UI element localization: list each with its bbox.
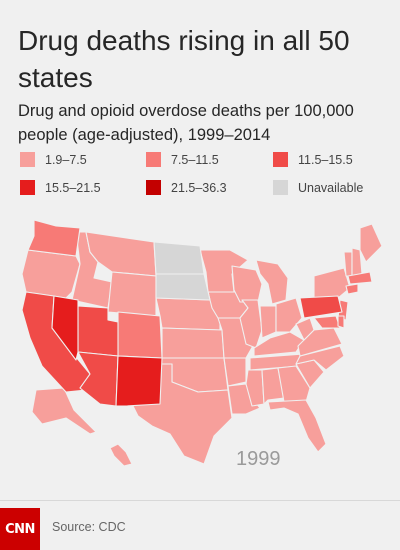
state-alaska	[31, 387, 97, 435]
state-oregon	[21, 249, 81, 299]
legend: 1.9–7.5 7.5–11.5 11.5–15.5 15.5–21.5 21.…	[20, 152, 390, 202]
legend-label-4: 15.5–21.5	[45, 180, 101, 195]
legend-swatch-4	[20, 180, 35, 195]
state-wyoming	[107, 271, 157, 317]
state-alabama	[261, 367, 285, 405]
state-new-mexico	[115, 355, 163, 407]
state-pennsylvania	[299, 295, 343, 319]
state-south-dakota	[155, 273, 211, 301]
us-choropleth-map	[21, 219, 383, 467]
state-maine	[359, 223, 383, 263]
state-illinois	[239, 299, 263, 349]
state-kansas	[161, 327, 225, 359]
state-new-york	[313, 267, 351, 299]
state-connecticut	[345, 283, 359, 295]
legend-item-3: 11.5–15.5	[273, 152, 353, 167]
legend-swatch-3	[273, 152, 288, 167]
legend-swatch-5	[146, 180, 161, 195]
state-massachusetts	[347, 271, 373, 285]
chart-subtitle: Drug and opioid overdose deaths per 100,…	[18, 102, 354, 144]
state-georgia	[277, 365, 311, 403]
legend-label-5: 21.5–36.3	[171, 180, 227, 195]
legend-swatch-6	[273, 180, 288, 195]
footer-divider	[0, 500, 400, 501]
state-maryland	[313, 315, 341, 329]
state-nevada	[51, 295, 79, 361]
state-north-dakota	[153, 241, 205, 275]
state-vermont	[343, 251, 353, 277]
legend-label-2: 7.5–11.5	[171, 152, 219, 167]
state-utah	[77, 305, 119, 357]
legend-label-6: Unavailable	[298, 180, 364, 195]
state-indiana	[259, 305, 277, 339]
legend-item-2: 7.5–11.5	[146, 152, 219, 167]
legend-label-3: 11.5–15.5	[298, 152, 353, 167]
legend-item-4: 15.5–21.5	[20, 180, 101, 195]
state-washington	[27, 219, 81, 257]
state-michigan	[255, 259, 289, 305]
state-mississippi	[245, 369, 265, 407]
state-arkansas	[223, 357, 247, 387]
state-colorado	[117, 311, 163, 359]
legend-item-5: 21.5–36.3	[146, 180, 227, 195]
chart-title: Drug deaths rising in all 50 states	[18, 25, 350, 93]
state-florida	[267, 399, 327, 453]
source-note: Source: CDC	[52, 520, 126, 534]
year-label: 1999	[236, 448, 281, 470]
state-west-virginia	[295, 317, 315, 341]
legend-swatch-1	[20, 152, 35, 167]
state-delaware	[337, 315, 345, 329]
legend-item-6: Unavailable	[273, 180, 363, 195]
cnn-logo: CNN	[0, 508, 40, 550]
state-north-carolina	[295, 345, 345, 371]
legend-item-1: 1.9–7.5	[20, 152, 87, 167]
legend-label-1: 1.9–7.5	[45, 152, 87, 167]
state-hawaii	[109, 443, 133, 467]
legend-swatch-2	[146, 152, 161, 167]
